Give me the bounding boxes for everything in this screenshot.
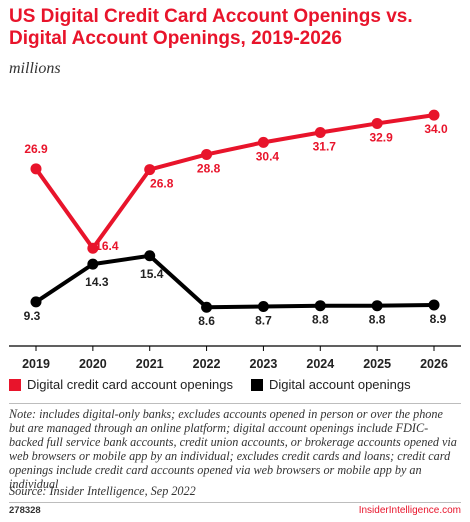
data-label: 28.8 [197,161,221,175]
data-point [257,136,269,148]
x-tick-label: 2021 [136,357,164,371]
data-point [428,299,440,311]
legend-swatch-black [250,378,263,391]
data-label: 30.4 [256,149,280,163]
note-divider [9,403,461,404]
legend-label-credit-card: Digital credit card account openings [27,377,233,392]
data-label: 8.8 [369,313,386,327]
x-tick-label: 2019 [22,357,50,371]
x-tick-label: 2022 [193,357,221,371]
data-point [201,301,213,313]
series-lines: 26.9 16.4 26.8 28.8 30.4 31.7 32.9 34.0 9.3 14.3 1… [24,109,448,328]
chart-subtitle: millions [9,60,61,77]
x-tick-label: 2026 [420,357,448,371]
x-axis: 2019 2020 2021 2022 2023 2024 2025 2026 [9,345,461,371]
data-point [257,300,269,312]
data-label: 26.9 [24,142,48,156]
data-label: 8.6 [198,314,215,328]
series-line-0 [34,113,435,251]
x-tick-label: 2023 [250,357,278,371]
legend: Digital credit card account openings Dig… [9,377,461,392]
legend-item-credit-card: Digital credit card account openings [9,377,233,392]
data-label: 8.9 [430,312,447,326]
data-label: 16.4 [95,239,119,253]
data-point [144,164,156,176]
data-label: 31.7 [313,140,337,154]
data-label: 8.7 [255,313,272,327]
legend-swatch-red [9,378,21,391]
data-point [30,163,42,175]
footer-divider [9,502,461,503]
chart-title: US Digital Credit Card Account Openings … [9,6,413,49]
x-tick-label: 2020 [79,357,107,371]
data-point [30,296,42,308]
data-point [371,117,383,129]
data-point [201,148,213,160]
data-label: 14.3 [85,275,109,289]
data-point [87,242,99,254]
data-label: 32.9 [369,130,393,144]
x-tick-label: 2024 [306,357,334,371]
data-label: 34.0 [424,122,448,136]
legend-item-digital-account: Digital account openings [250,377,411,392]
data-point [428,109,440,121]
data-point [314,127,326,139]
series-line-1 [34,253,435,310]
x-tick-label: 2025 [363,357,391,371]
line-chart: 2019 2020 2021 2022 2023 2024 2025 2026 26.9 16.… [9,109,461,371]
data-point [87,258,99,270]
brand-link[interactable]: InsiderIntelligence.com [358,505,461,516]
chart-source: Source: Insider Intelligence, Sep 2022 [9,484,196,498]
chart-note: Note: includes digital-only banks; exclu… [9,407,457,491]
data-label: 15.4 [140,267,164,281]
data-label: 9.3 [24,309,41,323]
legend-label-digital-account: Digital account openings [268,377,411,392]
data-point [371,300,383,312]
data-label: 26.8 [150,177,174,191]
data-point [314,300,326,312]
data-label: 8.8 [312,313,329,327]
chart-id: 278328 [9,505,41,516]
data-point [144,250,156,262]
